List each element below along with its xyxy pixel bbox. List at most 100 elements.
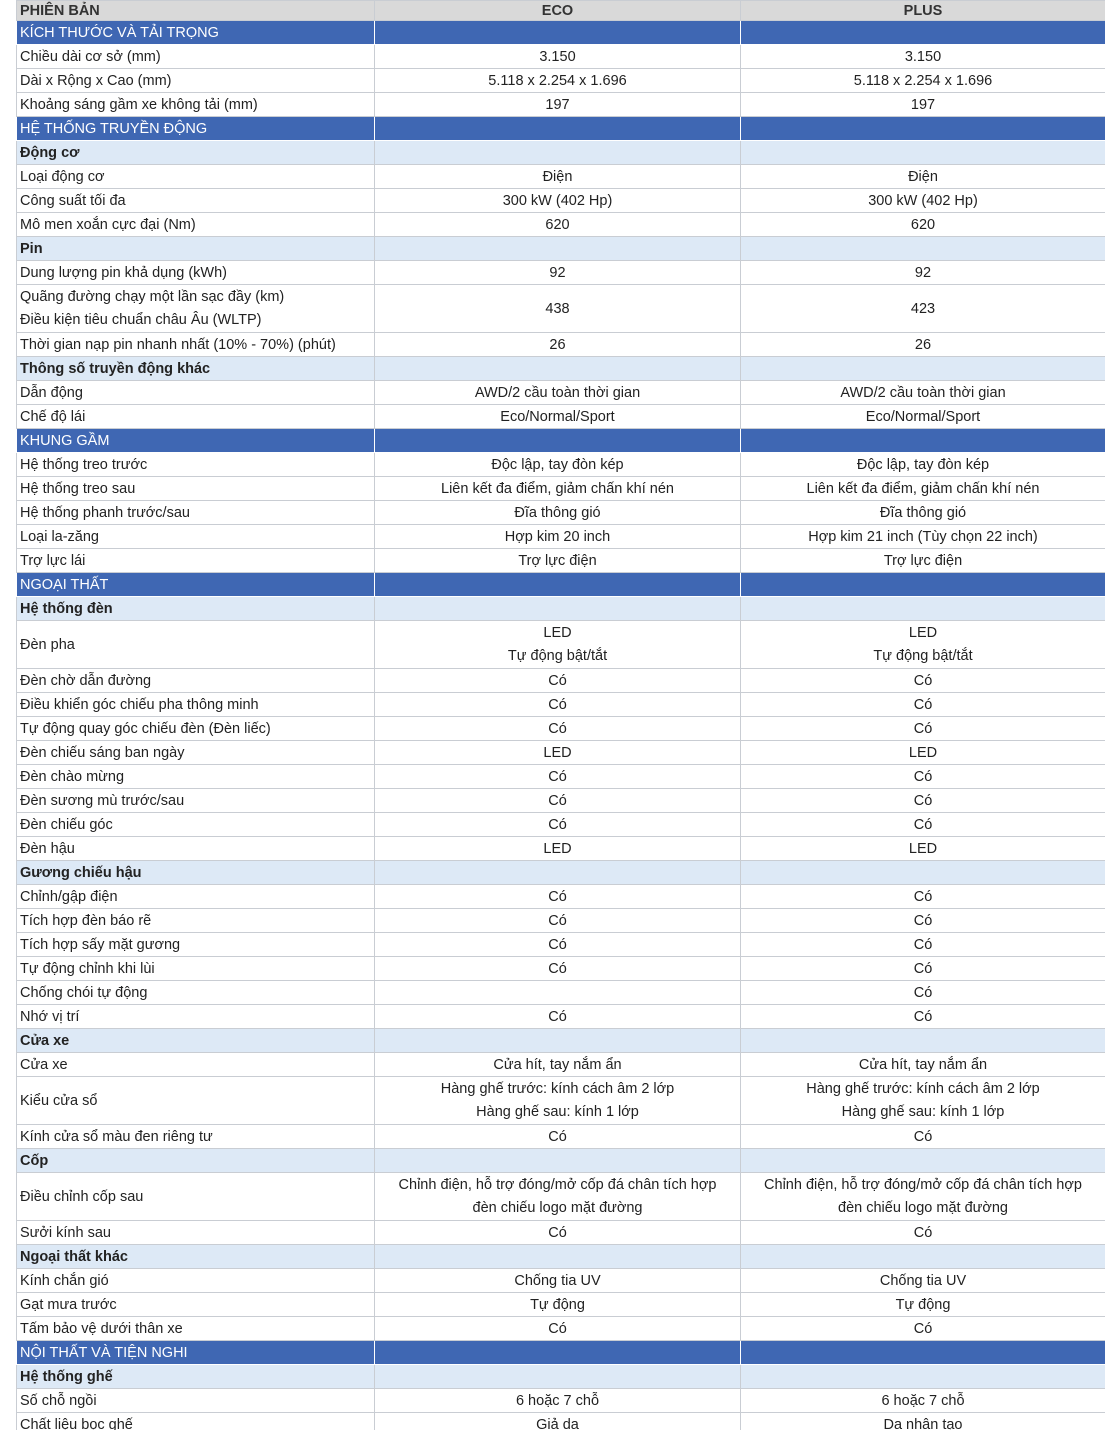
spec-row: Dài x Rộng x Cao (mm) 5.118 x 2.254 x 1.6… [16, 68, 1105, 93]
spec-value: Hợp kim 20 inch [374, 524, 741, 549]
group-row: Hệ thống ghế [16, 1364, 1105, 1389]
cell-line: Hàng ghế sau: kính 1 lớp [476, 1103, 639, 1120]
group-cell [740, 1028, 1105, 1053]
spec-row: Tích hợp đèn báo rẽ Có Có [16, 908, 1105, 933]
spec-value: Độc lập, tay đòn kép [740, 452, 1105, 477]
spec-row: Đèn chào mừng Có Có [16, 764, 1105, 789]
section-cell [374, 116, 741, 141]
group-row: Cốp [16, 1148, 1105, 1173]
spec-row: Chất liệu bọc ghế Giả da Da nhân tạo [16, 1412, 1105, 1430]
spec-label: Chất liệu bọc ghế [16, 1412, 375, 1430]
spec-value: 6 hoặc 7 chỗ [374, 1388, 741, 1413]
spec-row: Loại động cơ Điện Điện [16, 164, 1105, 189]
spec-row: Quãng đường chạy một lần sạc đầy (km) Điề… [16, 284, 1105, 333]
spec-value: Chỉnh điện, hỗ trợ đóng/mở cốp đá chân t… [740, 1172, 1105, 1221]
group-row: Động cơ [16, 140, 1105, 165]
spec-value: LED [374, 740, 741, 765]
group-cell [740, 1148, 1105, 1173]
spec-label: Công suất tối đa [16, 188, 375, 213]
header-cell: PLUS [740, 0, 1105, 21]
spec-value: LED [740, 740, 1105, 765]
spec-value: Đĩa thông gió [374, 500, 741, 525]
section-cell [374, 572, 741, 597]
spec-label: Dẫn động [16, 380, 375, 405]
spec-row: Hệ thống treo trước Độc lập, tay đòn kép Đ… [16, 452, 1105, 477]
section-row: HỆ THỐNG TRUYỀN ĐỘNG [16, 116, 1105, 141]
spec-value: 6 hoặc 7 chỗ [740, 1388, 1105, 1413]
spec-value: Có [740, 668, 1105, 693]
group-row: Cửa xe [16, 1028, 1105, 1053]
spec-row: Chiều dài cơ sở (mm) 3.150 3.150 [16, 44, 1105, 69]
spec-row: Sưởi kính sau Có Có [16, 1220, 1105, 1245]
spec-value: Có [374, 1124, 741, 1149]
spec-value: LED Tự động bật/tắt [374, 620, 741, 669]
spec-value: Có [374, 716, 741, 741]
spec-row: Kính cửa sổ màu đen riêng tư Có Có [16, 1124, 1105, 1149]
spec-value: Chống tia UV [740, 1268, 1105, 1293]
spec-label: Khoảng sáng gầm xe không tải (mm) [16, 92, 375, 117]
group-title: Hệ thống ghế [16, 1364, 375, 1389]
spec-value: Liên kết đa điểm, giảm chấn khí nén [740, 476, 1105, 501]
spec-value: 26 [740, 332, 1105, 357]
spec-label: Quãng đường chạy một lần sạc đầy (km) Điề… [16, 284, 375, 333]
section-row: NỘI THẤT VÀ TIỆN NGHI [16, 1340, 1105, 1365]
section-cell [374, 1340, 741, 1365]
spec-value: AWD/2 cầu toàn thời gian [740, 380, 1105, 405]
spec-row: Khoảng sáng gầm xe không tải (mm) 197 197 [16, 92, 1105, 117]
spec-label: Kính chắn gió [16, 1268, 375, 1293]
spec-row: Gạt mưa trước Tự động Tự động [16, 1292, 1105, 1317]
spec-label: Đèn chờ dẫn đường [16, 668, 375, 693]
spec-label: Hệ thống phanh trước/sau [16, 500, 375, 525]
section-cell [740, 428, 1105, 453]
spec-value: Liên kết đa điểm, giảm chấn khí nén [374, 476, 741, 501]
spec-row: Đèn chờ dẫn đường Có Có [16, 668, 1105, 693]
cell-line: Tự động bật/tắt [873, 647, 973, 664]
spec-row: Tấm bảo vệ dưới thân xe Có Có [16, 1316, 1105, 1341]
cell-line: Quãng đường chạy một lần sạc đầy (km) [20, 288, 285, 305]
group-row: Thông số truyền động khác [16, 356, 1105, 381]
spec-value: Cửa hít, tay nắm ẩn [374, 1052, 741, 1077]
section-title: NỘI THẤT VÀ TIỆN NGHI [16, 1340, 375, 1365]
spec-label: Đèn sương mù trước/sau [16, 788, 375, 813]
group-title: Pin [16, 236, 375, 261]
section-title: NGOẠI THẤT [16, 572, 375, 597]
spec-row: Chế độ lái Eco/Normal/Sport Eco/Normal/Spo… [16, 404, 1105, 429]
spec-value: Có [374, 692, 741, 717]
group-cell [740, 140, 1105, 165]
group-cell [374, 1244, 741, 1269]
spec-value [374, 980, 741, 1005]
spec-label: Hệ thống treo sau [16, 476, 375, 501]
group-title: Gương chiếu hậu [16, 860, 375, 885]
spec-value: LED Tự động bật/tắt [740, 620, 1105, 669]
spec-label: Dung lượng pin khả dụng (kWh) [16, 260, 375, 285]
spec-value: Có [740, 692, 1105, 717]
spec-value: 300 kW (402 Hp) [374, 188, 741, 213]
spec-value: Có [740, 1220, 1105, 1245]
spec-row: Hệ thống phanh trước/sau Đĩa thông gió Đĩa… [16, 500, 1105, 525]
spec-label: Nhớ vị trí [16, 1004, 375, 1029]
spec-label: Đèn pha [16, 620, 375, 669]
header-cell: ECO [374, 0, 741, 21]
section-cell [374, 20, 741, 45]
spec-value: 620 [740, 212, 1105, 237]
spec-value: Hợp kim 21 inch (Tùy chọn 22 inch) [740, 524, 1105, 549]
spec-row: Cửa xe Cửa hít, tay nắm ẩn Cửa hít, tay nắ… [16, 1052, 1105, 1077]
spec-row: Mô men xoắn cực đại (Nm) 620 620 [16, 212, 1105, 237]
spec-value: Eco/Normal/Sport [740, 404, 1105, 429]
group-cell [374, 1148, 741, 1173]
spec-value: 3.150 [374, 44, 741, 69]
spec-value: 438 [374, 284, 741, 333]
group-cell [740, 860, 1105, 885]
group-row: Pin [16, 236, 1105, 261]
spec-label: Hệ thống treo trước [16, 452, 375, 477]
group-cell [740, 1244, 1105, 1269]
spec-value: 5.118 x 2.254 x 1.696 [374, 68, 741, 93]
spec-value: LED [740, 836, 1105, 861]
spec-value: Có [374, 1220, 741, 1245]
spec-value: Có [374, 908, 741, 933]
spec-value: Có [740, 884, 1105, 909]
spec-table-body: PHIÊN BẢN ECO PLUS KÍCH THƯỚC VÀ TẢI TRỌNG C… [16, 0, 1105, 1430]
spec-value: Hàng ghế trước: kính cách âm 2 lớp Hàng g… [374, 1076, 741, 1125]
spec-label: Tích hợp sấy mặt gương [16, 932, 375, 957]
